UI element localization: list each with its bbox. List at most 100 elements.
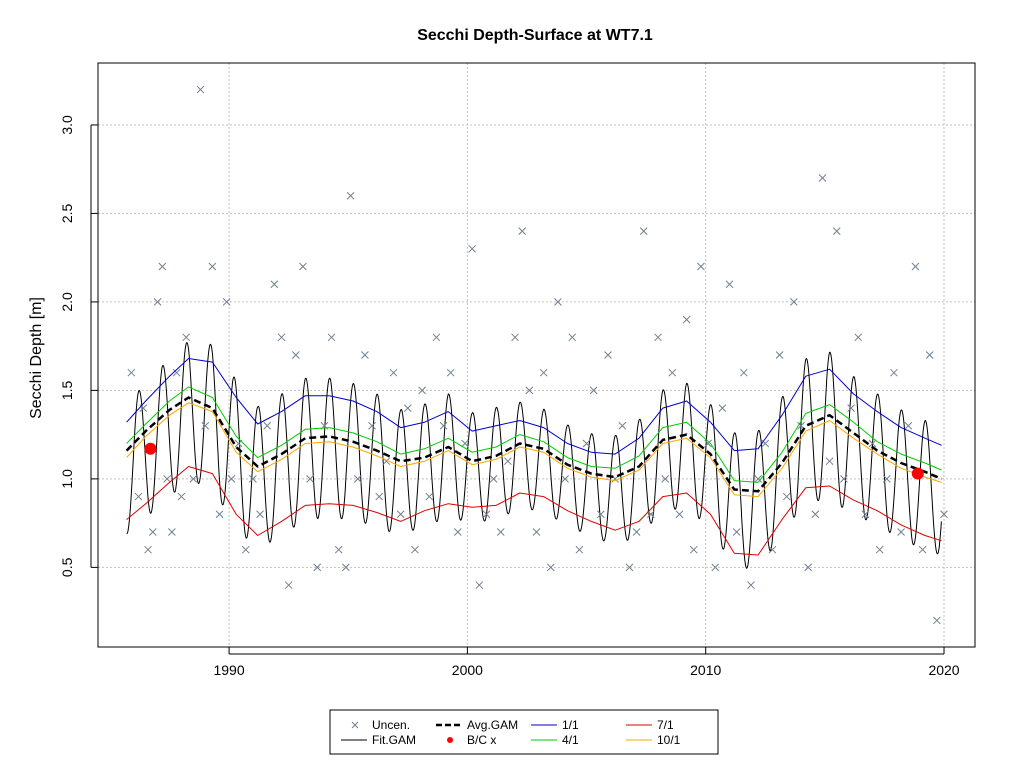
- legend-item: 4/1: [531, 733, 579, 747]
- uncensored-point: [868, 439, 877, 448]
- uncensored-point: [525, 386, 534, 395]
- uncensored-point: [389, 368, 398, 377]
- uncensored-point: [418, 386, 426, 395]
- uncensored-point: [177, 492, 186, 501]
- uncensored-point: [396, 510, 405, 519]
- uncensored-point: [284, 581, 293, 589]
- uncensored-point: [341, 563, 350, 572]
- uncensored-point: [604, 351, 612, 359]
- uncensored-point: [182, 333, 191, 342]
- uncensored-point: [561, 475, 569, 483]
- bc-point: [911, 467, 924, 480]
- uncensored-point: [875, 545, 884, 554]
- uncensored-point: [668, 368, 677, 377]
- y-tick-label: 0.5: [59, 557, 75, 577]
- uncensored-point: [215, 510, 224, 519]
- uncensored-point: [854, 333, 863, 342]
- legend-item: 7/1: [626, 718, 674, 732]
- uncensored-point: [334, 545, 343, 554]
- uncensored-point: [158, 262, 167, 271]
- uncensored-point: [890, 368, 898, 377]
- uncensored-point: [446, 368, 455, 377]
- uncensored-point: [425, 492, 434, 501]
- uncensored-point: [618, 421, 627, 430]
- uncensored-point: [761, 439, 770, 448]
- fit-gam-curve: [126, 342, 942, 569]
- uncensored-point: [313, 563, 322, 572]
- uncensored-point: [208, 262, 217, 271]
- legend-label: 4/1: [562, 733, 579, 747]
- uncensored-point: [804, 563, 813, 572]
- uncensored-point: [134, 492, 143, 501]
- legend-symbol: [351, 721, 359, 729]
- y-tick-label: 3.0: [59, 115, 75, 135]
- series-line-jul: [126, 466, 942, 556]
- uncensored-point: [403, 404, 412, 412]
- uncensored-point: [882, 475, 891, 483]
- uncensored-point: [582, 439, 591, 448]
- uncensored-point: [168, 528, 176, 536]
- x-tick-label: 2010: [690, 662, 721, 678]
- uncensored-point: [353, 475, 362, 483]
- uncensored-point: [596, 510, 605, 519]
- uncensored-point: [139, 404, 148, 412]
- uncensored-point: [148, 528, 157, 536]
- uncensored-point: [546, 563, 555, 572]
- x-axis: 1990 2000 2010 2020: [213, 647, 960, 678]
- series-line-jan: [126, 358, 942, 455]
- legend-label: Avg.GAM: [467, 718, 518, 732]
- uncensored-point: [346, 191, 355, 200]
- legend-label: 1/1: [562, 718, 579, 732]
- y-axis: 0.5 1.0 1.5 2.0 2.5 3.0: [59, 115, 98, 577]
- legend-label: 7/1: [657, 718, 674, 732]
- x-tick-label: 1990: [213, 662, 244, 678]
- uncensored-point: [439, 421, 448, 430]
- uncensored-points: [127, 85, 948, 625]
- chart-title: Secchi Depth-Surface at WT7.1: [417, 27, 653, 44]
- uncensored-point: [639, 227, 648, 235]
- uncensored-point: [632, 528, 641, 536]
- uncensored-point: [790, 298, 798, 306]
- x-tick-label: 2020: [928, 662, 959, 678]
- uncensored-point: [504, 457, 512, 466]
- uncensored-point: [482, 510, 491, 519]
- y-tick-label: 2.5: [59, 203, 75, 223]
- uncensored-point: [461, 439, 469, 448]
- uncensored-point: [904, 421, 913, 430]
- legend-item: Avg.GAM: [436, 718, 518, 732]
- uncensored-point: [263, 421, 272, 430]
- uncensored-point: [711, 563, 720, 572]
- legend-label: B/C x: [467, 733, 496, 747]
- uncensored-point: [811, 510, 820, 519]
- uncensored-point: [496, 528, 505, 536]
- uncensored-point: [661, 475, 670, 483]
- uncensored-point: [368, 421, 376, 430]
- y-tick-label: 2.0: [59, 292, 75, 312]
- uncensored-point: [411, 545, 419, 554]
- uncensored-point: [704, 439, 712, 448]
- legend-item: 10/1: [626, 733, 681, 747]
- uncensored-point: [511, 333, 519, 342]
- uncensored-point: [575, 545, 584, 554]
- series-lines: [125, 358, 943, 556]
- y-axis-label: Secchi Depth [m]: [28, 297, 45, 419]
- plot-frame: [97, 62, 976, 648]
- uncensored-point: [918, 545, 927, 554]
- uncensored-point: [241, 545, 250, 554]
- uncensored-point: [189, 475, 198, 483]
- uncensored-point: [747, 581, 755, 589]
- uncensored-point: [625, 563, 634, 572]
- legend-item: Uncen.: [351, 718, 410, 732]
- uncensored-point: [825, 457, 834, 466]
- uncensored-point: [144, 545, 152, 554]
- uncensored-point: [933, 616, 941, 625]
- uncensored-point: [568, 333, 577, 342]
- uncensored-point: [172, 368, 181, 377]
- uncensored-point: [127, 368, 136, 377]
- uncensored-point: [689, 545, 698, 554]
- y-tick-label: 1.5: [59, 380, 75, 400]
- uncensored-point: [454, 528, 462, 536]
- uncensored-point: [768, 545, 777, 554]
- uncensored-point: [725, 280, 734, 289]
